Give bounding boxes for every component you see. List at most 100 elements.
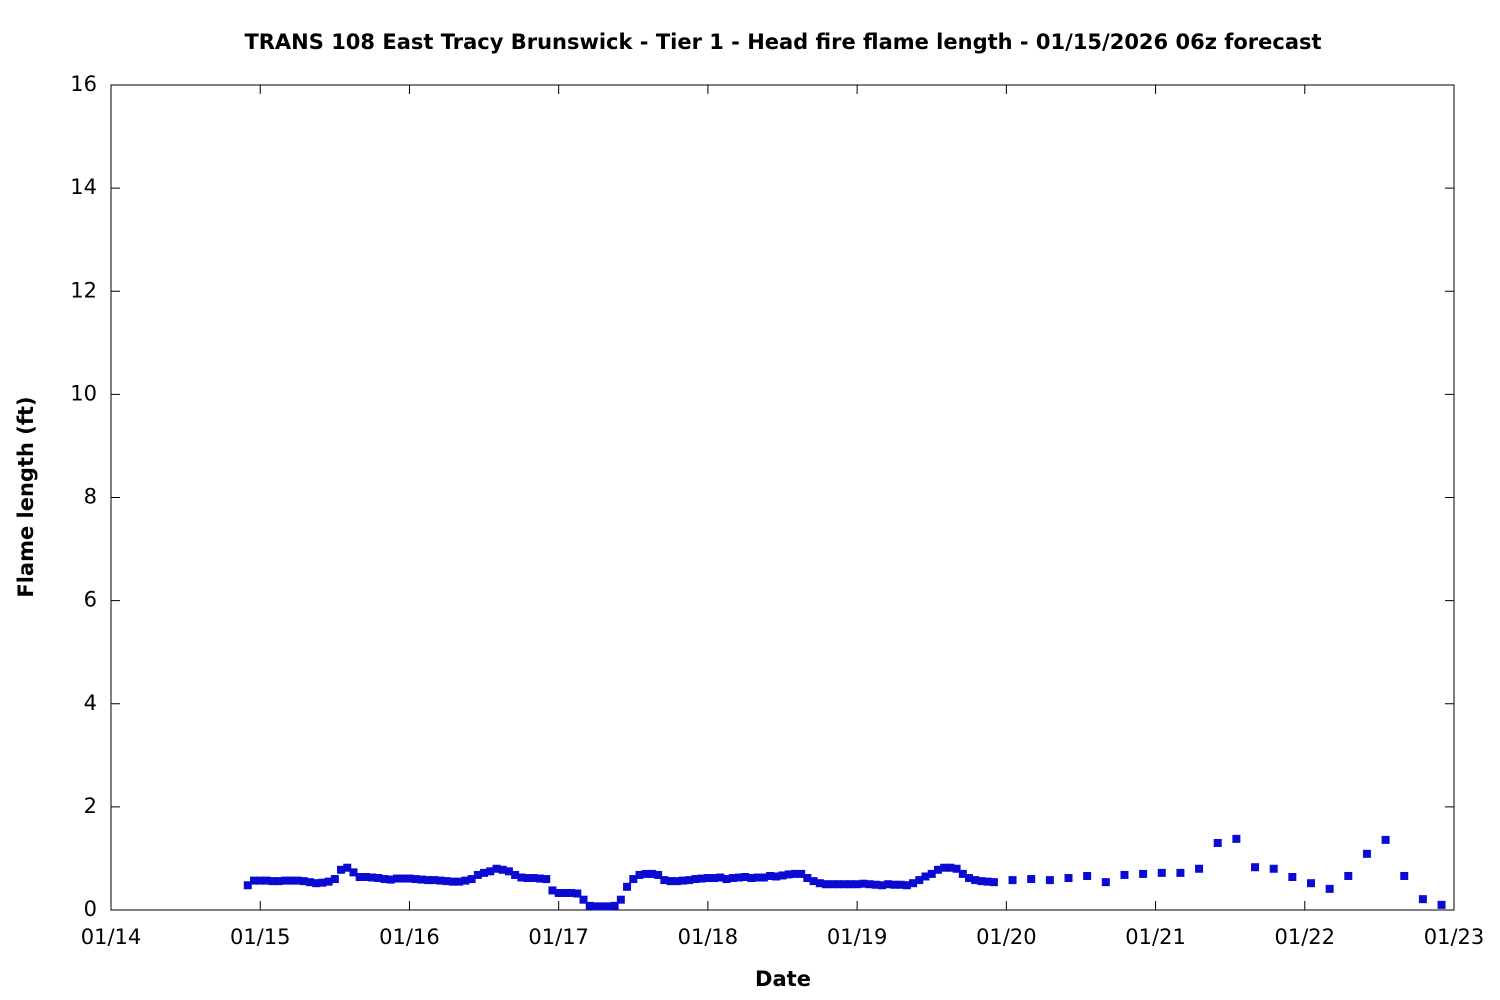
data-point [1176, 868, 1185, 877]
data-point [256, 876, 265, 885]
data-point [989, 878, 998, 887]
data-point [498, 865, 507, 874]
data-point [355, 873, 364, 881]
data-point [747, 874, 756, 883]
data-point [697, 874, 706, 883]
data-point [368, 873, 377, 882]
y-tick-label: 10 [70, 381, 97, 405]
x-tick-label: 01/20 [976, 925, 1037, 949]
data-point [567, 888, 576, 897]
x-tick-label: 01/23 [1424, 925, 1485, 949]
data-point [1362, 849, 1371, 858]
data-point [884, 880, 893, 889]
data-point [393, 874, 402, 883]
data-point [946, 863, 955, 872]
data-point [822, 880, 831, 889]
data-point [846, 880, 855, 889]
data-point [921, 872, 930, 881]
data-point [386, 875, 395, 884]
data-point [337, 865, 346, 874]
data-point [343, 863, 352, 872]
data-point [536, 874, 545, 883]
data-point [952, 864, 961, 873]
data-point [262, 876, 271, 885]
data-point [660, 876, 669, 885]
data-point [1101, 878, 1110, 887]
y-tick-label: 8 [84, 485, 97, 509]
y-tick-label: 4 [84, 691, 97, 715]
data-point [374, 874, 383, 883]
data-point [281, 876, 290, 885]
data-point [243, 881, 252, 890]
data-point [616, 895, 625, 904]
data-point [890, 880, 899, 889]
data-point [809, 877, 818, 886]
data-point [554, 888, 563, 897]
x-tick-label: 01/19 [827, 925, 888, 949]
data-point [1306, 879, 1315, 888]
data-point [865, 880, 874, 889]
data-point [473, 870, 482, 879]
data-point [933, 865, 942, 874]
data-point [1064, 874, 1073, 883]
data-point [448, 877, 457, 886]
data-point [573, 889, 582, 898]
data-point [411, 875, 420, 884]
x-tick-label: 01/22 [1275, 925, 1336, 949]
data-point [405, 874, 414, 883]
data-point [1213, 838, 1222, 847]
data-point [324, 877, 333, 886]
data-point [1027, 875, 1036, 884]
data-point [349, 868, 358, 877]
data-point [772, 872, 781, 881]
data-point [647, 869, 656, 878]
x-tick-label: 01/18 [678, 925, 739, 949]
data-point [927, 869, 936, 878]
data-point [790, 869, 799, 878]
x-tick-label: 01/21 [1125, 925, 1186, 949]
data-point [1418, 895, 1427, 904]
data-point [461, 876, 470, 885]
y-axis-label: Flame length (ft) [14, 396, 38, 597]
data-point [666, 877, 675, 886]
data-point [896, 880, 905, 889]
data-point [299, 877, 308, 886]
data-point [1381, 835, 1390, 844]
data-point [604, 902, 613, 911]
data-point [417, 875, 426, 884]
data-point [1120, 870, 1129, 879]
data-point [610, 901, 619, 910]
data-point [703, 874, 712, 883]
data-point [965, 874, 974, 883]
data-point [840, 880, 849, 889]
data-point [361, 873, 370, 881]
data-point [1195, 864, 1204, 873]
data-point [585, 901, 594, 910]
data-point [1008, 876, 1017, 885]
data-point [312, 879, 321, 888]
data-point [424, 876, 433, 885]
data-point [274, 877, 283, 886]
data-point [803, 874, 812, 883]
data-point [629, 875, 638, 884]
data-point [722, 875, 731, 884]
data-point [399, 874, 408, 883]
data-point [318, 878, 327, 887]
data-point [797, 869, 806, 878]
data-point [579, 895, 588, 904]
data-point [598, 902, 607, 911]
y-tick-label: 0 [84, 897, 97, 921]
data-point [741, 873, 750, 881]
data-point [623, 882, 632, 891]
data-point [759, 873, 768, 882]
x-axis-label: Date [755, 967, 811, 991]
data-point [679, 876, 688, 885]
data-point [529, 874, 538, 883]
data-point [1400, 871, 1409, 880]
data-point [542, 875, 551, 884]
y-tick-label: 2 [84, 794, 97, 818]
data-point [834, 880, 843, 889]
